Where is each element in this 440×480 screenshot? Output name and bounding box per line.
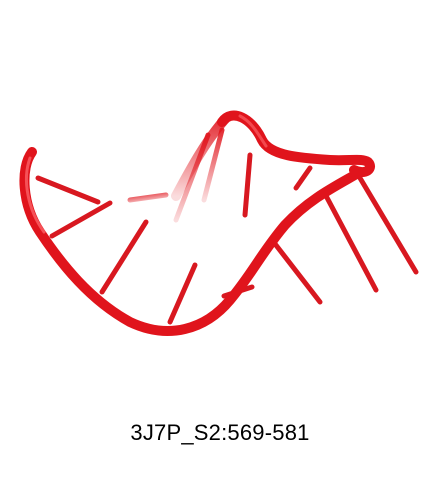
base-stick <box>99 219 149 295</box>
base-stick <box>49 200 113 239</box>
base-stick <box>269 237 323 305</box>
structure-id-label: 3J7P_S2:569-581 <box>130 420 310 445</box>
backbone-top-loop <box>217 110 375 178</box>
base-stick <box>35 175 101 205</box>
base-stick <box>357 175 419 275</box>
backbone-faded-segment <box>171 113 231 201</box>
backbone-tube <box>19 147 365 336</box>
base-stick <box>321 189 379 293</box>
base-stick <box>293 165 313 191</box>
base-stick <box>127 192 169 203</box>
base-stick <box>242 152 253 218</box>
backbone-highlight <box>24 156 46 234</box>
base-stick <box>167 262 198 325</box>
backbone-highlight <box>238 114 268 148</box>
rna-cartoon <box>19 110 419 336</box>
rna-structure-render <box>19 110 419 336</box>
base-stick <box>201 127 225 203</box>
